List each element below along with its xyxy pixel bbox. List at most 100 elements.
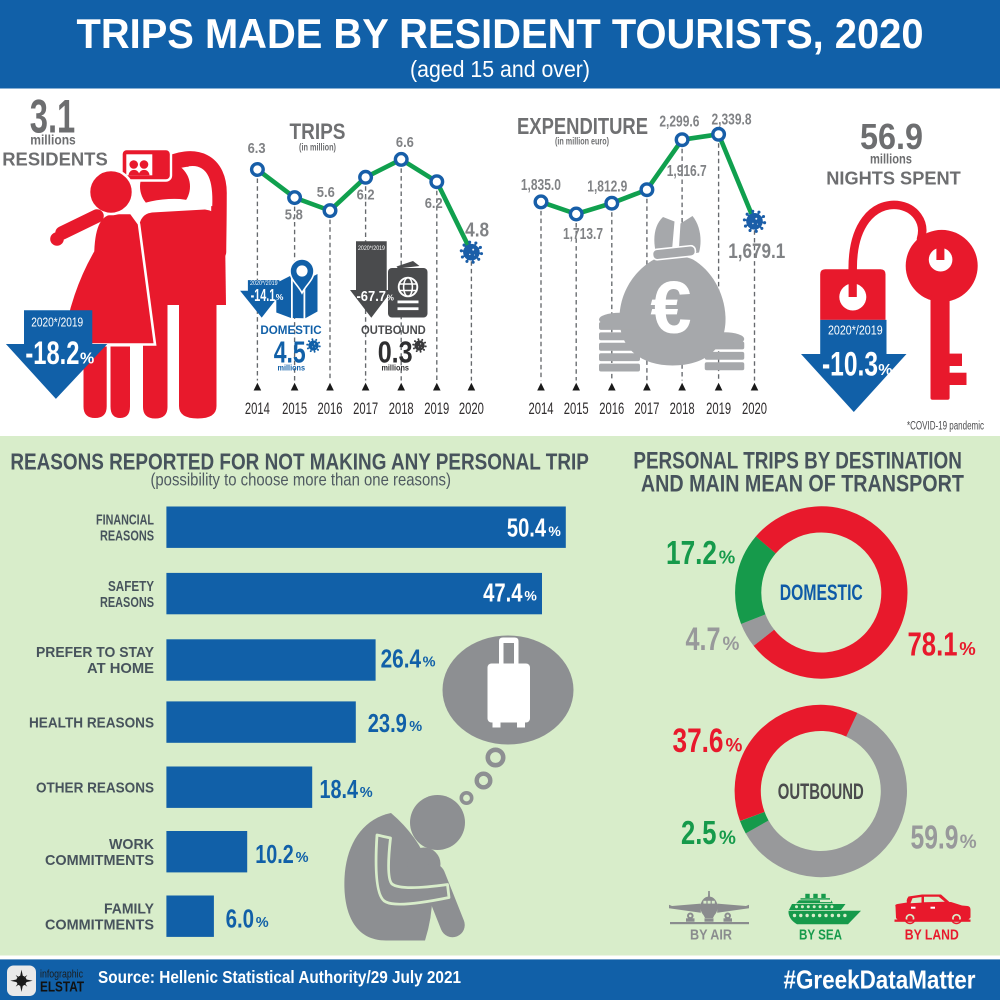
svg-text:56.9: 56.9	[860, 116, 923, 157]
svg-text:18.4: 18.4	[320, 774, 359, 804]
svg-text:(aged 15 and over): (aged 15 and over)	[410, 56, 590, 82]
svg-text:(in million euro): (in million euro)	[555, 137, 609, 148]
svg-text:%: %	[878, 362, 892, 379]
svg-text:%: %	[548, 523, 561, 539]
svg-text:78.1: 78.1	[908, 627, 958, 664]
svg-text:%: %	[719, 547, 735, 568]
svg-text:2020*/2019: 2020*/2019	[828, 323, 883, 338]
svg-text:2020*/2019: 2020*/2019	[31, 314, 83, 329]
svg-text:%: %	[719, 828, 736, 849]
svg-text:2018: 2018	[389, 399, 414, 418]
svg-text:4.5: 4.5	[274, 335, 306, 370]
svg-text:-18.2: -18.2	[25, 335, 79, 371]
svg-text:REASONS REPORTED FOR NOT MAKIN: REASONS REPORTED FOR NOT MAKING ANY PERS…	[10, 448, 589, 474]
svg-text:2020*/2019: 2020*/2019	[250, 280, 278, 287]
svg-text:2019: 2019	[424, 399, 449, 418]
svg-text:NIGHTS SPENT: NIGHTS SPENT	[826, 168, 961, 189]
svg-text:5.6: 5.6	[317, 184, 335, 201]
svg-text:DOMESTIC: DOMESTIC	[780, 580, 863, 605]
svg-text:%: %	[296, 850, 309, 866]
svg-text:ELSTAT: ELSTAT	[40, 980, 84, 996]
svg-text:47.4: 47.4	[483, 579, 523, 607]
svg-text:%: %	[960, 832, 977, 853]
svg-text:2.5: 2.5	[681, 814, 717, 851]
svg-text:2017: 2017	[634, 399, 659, 418]
svg-text:OUTBOUND: OUTBOUND	[778, 779, 864, 804]
svg-text:17.2: 17.2	[666, 535, 717, 572]
svg-text:REASONS: REASONS	[100, 527, 154, 544]
svg-text:AND MAIN MEAN OF TRANSPORT: AND MAIN MEAN OF TRANSPORT	[641, 470, 964, 497]
svg-text:Source: Hellenic Statistical A: Source: Hellenic Statistical Authority/2…	[98, 967, 461, 987]
svg-text:3.1: 3.1	[30, 91, 76, 144]
svg-text:37.6: 37.6	[673, 722, 724, 760]
svg-text:2016: 2016	[599, 399, 624, 418]
svg-text:0.3: 0.3	[378, 335, 413, 370]
svg-text:2015: 2015	[282, 399, 307, 418]
svg-text:millions: millions	[278, 363, 306, 373]
svg-text:23.9: 23.9	[368, 708, 407, 738]
svg-text:RESIDENTS: RESIDENTS	[2, 149, 108, 170]
svg-text:2014: 2014	[529, 399, 554, 418]
svg-text:4.7: 4.7	[686, 621, 721, 657]
svg-text:FAMILY: FAMILY	[104, 900, 154, 917]
svg-text:2016: 2016	[318, 399, 343, 418]
svg-text:2019: 2019	[706, 399, 731, 418]
svg-text:2,299.6: 2,299.6	[659, 114, 699, 131]
svg-text:2014: 2014	[245, 399, 270, 418]
svg-text:1,713.7: 1,713.7	[563, 226, 603, 243]
svg-text:BY AIR: BY AIR	[690, 927, 732, 944]
svg-text:millions: millions	[381, 363, 409, 373]
svg-text:2,339.8: 2,339.8	[712, 111, 752, 128]
svg-text:2020*/2019: 2020*/2019	[358, 245, 385, 252]
svg-text:TRIPS: TRIPS	[290, 119, 346, 144]
svg-text:BY SEA: BY SEA	[799, 927, 842, 944]
svg-text:-67.7: -67.7	[357, 288, 387, 305]
svg-text:6.2: 6.2	[357, 187, 375, 204]
svg-text:%: %	[726, 735, 743, 756]
svg-text:FINANCIAL: FINANCIAL	[96, 511, 154, 528]
svg-text:-10.3: -10.3	[822, 346, 878, 384]
svg-text:%: %	[959, 638, 975, 659]
svg-text:BY LAND: BY LAND	[905, 927, 959, 944]
svg-text:%: %	[423, 655, 436, 671]
svg-text:COMMITMENTS: COMMITMENTS	[45, 852, 154, 869]
svg-text:AT HOME: AT HOME	[87, 660, 154, 677]
svg-text:millions: millions	[870, 152, 912, 167]
svg-text:REASONS: REASONS	[100, 594, 154, 611]
svg-text:€: €	[650, 266, 691, 349]
svg-text:26.4: 26.4	[381, 643, 422, 673]
svg-text:HEALTH REASONS: HEALTH REASONS	[29, 715, 154, 732]
svg-text:%: %	[524, 588, 537, 604]
svg-text:1,916.7: 1,916.7	[667, 163, 707, 180]
svg-text:(possibility to choose more th: (possibility to choose more than one rea…	[150, 469, 451, 489]
svg-text:(in million): (in million)	[299, 143, 336, 154]
svg-text:59.9: 59.9	[911, 820, 959, 857]
svg-text:millions: millions	[30, 133, 76, 148]
svg-text:OTHER REASONS: OTHER REASONS	[36, 780, 154, 797]
svg-text:6.3: 6.3	[248, 140, 266, 157]
svg-text:#GreekDataMatter: #GreekDataMatter	[784, 965, 976, 995]
svg-text:%: %	[387, 293, 394, 302]
svg-text:2015: 2015	[564, 399, 589, 418]
svg-text:infographic: infographic	[40, 969, 83, 981]
svg-text:DOMESTIC: DOMESTIC	[260, 323, 322, 337]
svg-text:5.8: 5.8	[285, 207, 303, 224]
svg-text:2017: 2017	[353, 399, 378, 418]
svg-text:WORK: WORK	[109, 836, 154, 853]
svg-text:PERSONAL TRIPS BY DESTINATION: PERSONAL TRIPS BY DESTINATION	[633, 448, 962, 475]
svg-text:%: %	[80, 350, 94, 367]
svg-text:%: %	[409, 719, 422, 735]
svg-text:1,835.0: 1,835.0	[521, 177, 561, 194]
svg-text:2020: 2020	[742, 399, 767, 418]
svg-text:EXPENDITURE: EXPENDITURE	[517, 113, 648, 139]
svg-text:-14.1: -14.1	[251, 285, 276, 305]
svg-text:%: %	[723, 634, 740, 655]
svg-text:%: %	[360, 785, 373, 801]
svg-text:6.0: 6.0	[226, 904, 255, 934]
svg-text:SAFETY: SAFETY	[108, 578, 154, 595]
svg-text:10.2: 10.2	[255, 839, 293, 869]
svg-text:6.2: 6.2	[425, 195, 443, 212]
svg-text:2018: 2018	[670, 399, 695, 418]
svg-text:*COVID-19 pandemic: *COVID-19 pandemic	[907, 421, 984, 433]
svg-text:6.6: 6.6	[396, 134, 414, 151]
